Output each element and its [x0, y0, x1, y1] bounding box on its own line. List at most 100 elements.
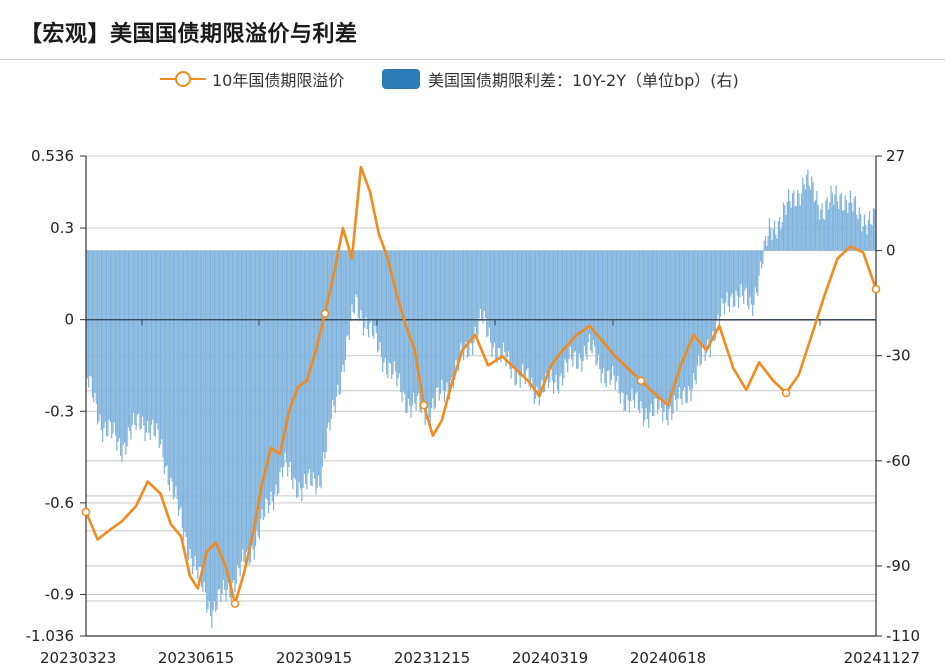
spread-bar [528, 250, 530, 387]
spread-bar [118, 250, 120, 438]
spread-bar [332, 250, 334, 401]
right-tick-label: -30 [886, 347, 911, 365]
spread-bar [534, 250, 537, 399]
spread-bar [793, 190, 795, 251]
legend-item-line[interactable]: 10年国债期限溢价 [160, 66, 344, 92]
spread-bar [305, 250, 307, 484]
spread-bar [181, 250, 183, 529]
spread-bar [579, 250, 582, 359]
spread-bar [874, 208, 876, 251]
spread-bar [761, 250, 763, 269]
spread-bar [156, 250, 158, 424]
spread-bar [294, 250, 296, 480]
spread-bar [714, 250, 717, 340]
spread-bar [825, 200, 827, 251]
spread-bar [414, 250, 416, 404]
spread-bar [460, 250, 462, 344]
spread-bar [199, 250, 201, 568]
spread-bar [725, 250, 727, 303]
spread-bar [704, 250, 706, 361]
spread-bar [163, 250, 165, 475]
spread-bar [785, 214, 787, 251]
spread-bar [612, 250, 614, 367]
spread-bar [301, 250, 303, 502]
spread-bar [782, 202, 785, 251]
spread-bar [384, 250, 386, 358]
spread-bar [330, 250, 332, 419]
spread-bar [759, 250, 761, 262]
right-tick-label: -60 [886, 452, 911, 470]
spread-bar [275, 250, 277, 485]
spread-bar [735, 250, 737, 291]
spread-bar [239, 250, 241, 577]
spread-bar [188, 250, 190, 561]
spread-bar [840, 192, 842, 251]
spread-bar [248, 250, 250, 566]
spread-bar [628, 250, 630, 413]
spread-bar [135, 250, 137, 431]
spread-bar [730, 250, 732, 297]
spread-bar [398, 250, 401, 374]
spread-bar [233, 250, 235, 581]
spread-bar [270, 250, 272, 492]
spread-bar [623, 250, 625, 412]
spread-bar [179, 250, 181, 510]
spread-bar [446, 250, 448, 383]
spread-bar [844, 195, 846, 251]
spread-bar [389, 250, 392, 364]
spread-bar [606, 250, 609, 372]
legend-item-bar[interactable]: 美国国债期限利差：10Y-2Y（单位bp）(右) [382, 66, 739, 92]
spread-bar [89, 250, 91, 376]
left-tick-label: 0.3 [50, 219, 74, 237]
spread-bar [490, 250, 492, 343]
spread-bar [244, 250, 246, 568]
spread-bar [771, 240, 773, 251]
spread-bar [542, 250, 544, 393]
spread-bar [341, 250, 343, 373]
spread-bar [96, 250, 99, 425]
spread-bar [831, 192, 833, 251]
spread-bar [624, 250, 627, 411]
spread-bar [646, 250, 648, 419]
spread-bar [113, 250, 115, 423]
spread-bar [732, 250, 735, 308]
spread-bar [122, 250, 124, 445]
spread-bar [817, 204, 819, 251]
spread-bar [90, 250, 92, 377]
spread-bar [813, 201, 815, 251]
left-tick-label: -1.036 [26, 627, 74, 645]
spread-bar [551, 250, 553, 381]
spread-bar [470, 250, 472, 344]
spread-bar [447, 250, 449, 397]
spread-bar [798, 193, 800, 251]
spread-bar [524, 250, 526, 385]
spread-bar [708, 250, 710, 349]
spread-bar [260, 250, 262, 520]
spread-bar [615, 250, 618, 382]
spread-bar [758, 250, 760, 276]
spread-bar [682, 250, 684, 391]
spread-bar [112, 250, 114, 434]
spread-bar [218, 250, 221, 589]
spread-bar [261, 250, 263, 510]
spread-bar [454, 250, 456, 380]
spread-bar [657, 250, 659, 415]
spread-bar [397, 250, 399, 379]
spread-bar [183, 250, 185, 541]
x-tick-label: 20240618 [630, 649, 706, 667]
spread-bar [382, 250, 384, 373]
spread-bar [668, 250, 670, 409]
spread-bar [853, 198, 855, 251]
spread-bar [495, 250, 497, 360]
spread-bar [755, 250, 758, 293]
spread-bar [592, 250, 594, 341]
spread-bar [803, 184, 805, 251]
spread-bar [236, 250, 239, 565]
spread-bar [705, 250, 708, 354]
spread-bar [727, 250, 729, 307]
spread-bar [850, 202, 853, 251]
spread-bar [696, 250, 699, 366]
term-premium-line [84, 165, 878, 605]
spread-bar [276, 250, 278, 496]
line-marker [81, 507, 91, 517]
